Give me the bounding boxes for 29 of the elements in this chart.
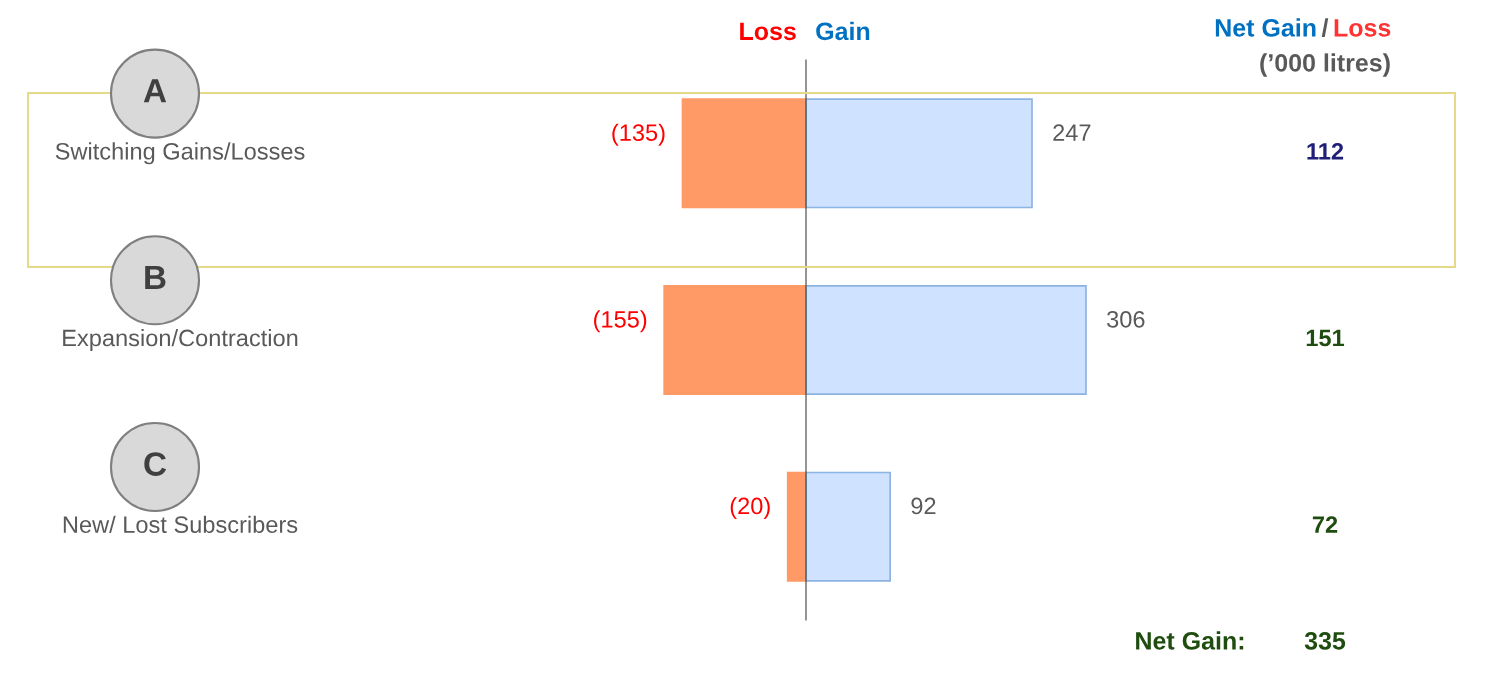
- data-label: (20): [730, 496, 770, 519]
- text: 112: [1307, 142, 1344, 160]
- text: C: [144, 452, 167, 476]
- bar: [805, 471, 892, 582]
- y-tick-label: New/ Lost Subscribers: [63, 515, 298, 533]
- data-label: (155): [594, 310, 647, 333]
- data-label: (135): [612, 123, 665, 146]
- bar: [805, 98, 1033, 209]
- text: 151: [1306, 329, 1345, 347]
- text: Gain: [816, 21, 870, 41]
- text: /: [1321, 18, 1329, 37]
- text: 335: [1304, 632, 1346, 650]
- bar: [805, 285, 1087, 395]
- y-tick-label: Expansion/Contraction: [63, 328, 298, 351]
- text: Loss: [1334, 19, 1391, 37]
- data-label: 306: [1107, 310, 1145, 328]
- text: Net Gain: [1215, 18, 1316, 37]
- text: Loss: [740, 22, 796, 41]
- text: Net Gain:: [1136, 631, 1244, 650]
- text: (’000 litres): [1260, 53, 1390, 77]
- text: A: [143, 79, 167, 103]
- text: B: [145, 265, 166, 289]
- text: 72: [1312, 516, 1338, 533]
- data-label: 247: [1053, 124, 1091, 141]
- y-tick-label: Switching Gains/Losses: [55, 142, 305, 165]
- bar: [786, 471, 807, 582]
- bar: [663, 285, 807, 395]
- bar: [681, 98, 807, 209]
- data-label: 92: [911, 497, 936, 515]
